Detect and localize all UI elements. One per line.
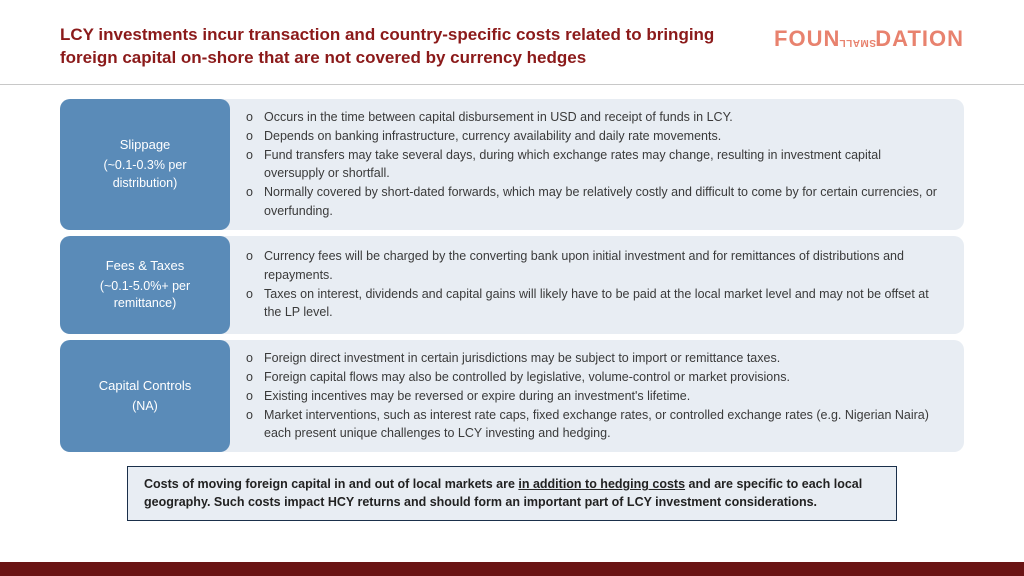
footnote: Costs of moving foreign capital in and o…: [127, 466, 897, 521]
row-body-capital-controls: Foreign direct investment in certain jur…: [220, 340, 964, 453]
label-title: Slippage: [120, 136, 171, 154]
row-label-capital-controls: Capital Controls (NA): [60, 340, 230, 453]
logo-mid: SMALL: [839, 37, 876, 48]
label-sub: (NA): [132, 398, 158, 416]
row-fees: Fees & Taxes (~0.1-5.0%+ per remittance)…: [60, 236, 964, 334]
label-title: Fees & Taxes: [106, 257, 185, 275]
row-slippage: Slippage (~0.1-0.3% per distribution) Oc…: [60, 99, 964, 230]
list-item: Fund transfers may take several days, du…: [260, 146, 944, 182]
list-item: Currency fees will be charged by the con…: [260, 247, 944, 283]
list-item: Depends on banking infrastructure, curre…: [260, 127, 944, 145]
rows-container: Slippage (~0.1-0.3% per distribution) Oc…: [0, 99, 1024, 452]
header: LCY investments incur transaction and co…: [0, 0, 1024, 84]
divider: [0, 84, 1024, 85]
list-item: Taxes on interest, dividends and capital…: [260, 285, 944, 321]
label-title: Capital Controls: [99, 377, 192, 395]
list-item: Market interventions, such as interest r…: [260, 406, 944, 442]
label-sub: (~0.1-0.3% per distribution): [72, 157, 218, 192]
bottom-bar: [0, 562, 1024, 576]
bullet-list: Foreign direct investment in certain jur…: [246, 349, 944, 444]
logo: FOUNSMALLDATION: [774, 26, 964, 52]
footnote-underline: in addition to hedging costs: [518, 477, 685, 491]
row-label-fees: Fees & Taxes (~0.1-5.0%+ per remittance): [60, 236, 230, 334]
bullet-list: Occurs in the time between capital disbu…: [246, 108, 944, 221]
list-item: Foreign capital flows may also be contro…: [260, 368, 944, 386]
list-item: Normally covered by short-dated forwards…: [260, 183, 944, 219]
page-title: LCY investments incur transaction and co…: [60, 24, 774, 70]
bullet-list: Currency fees will be charged by the con…: [246, 247, 944, 322]
row-label-slippage: Slippage (~0.1-0.3% per distribution): [60, 99, 230, 230]
footnote-wrap: Costs of moving foreign capital in and o…: [0, 458, 1024, 521]
logo-left: FOUN: [774, 26, 840, 51]
row-capital-controls: Capital Controls (NA) Foreign direct inv…: [60, 340, 964, 453]
list-item: Existing incentives may be reversed or e…: [260, 387, 944, 405]
row-body-fees: Currency fees will be charged by the con…: [220, 236, 964, 334]
list-item: Foreign direct investment in certain jur…: [260, 349, 944, 367]
logo-right: DATION: [875, 26, 964, 51]
footnote-pre: Costs of moving foreign capital in and o…: [144, 477, 518, 491]
label-sub: (~0.1-5.0%+ per remittance): [72, 278, 218, 313]
list-item: Occurs in the time between capital disbu…: [260, 108, 944, 126]
row-body-slippage: Occurs in the time between capital disbu…: [220, 99, 964, 230]
